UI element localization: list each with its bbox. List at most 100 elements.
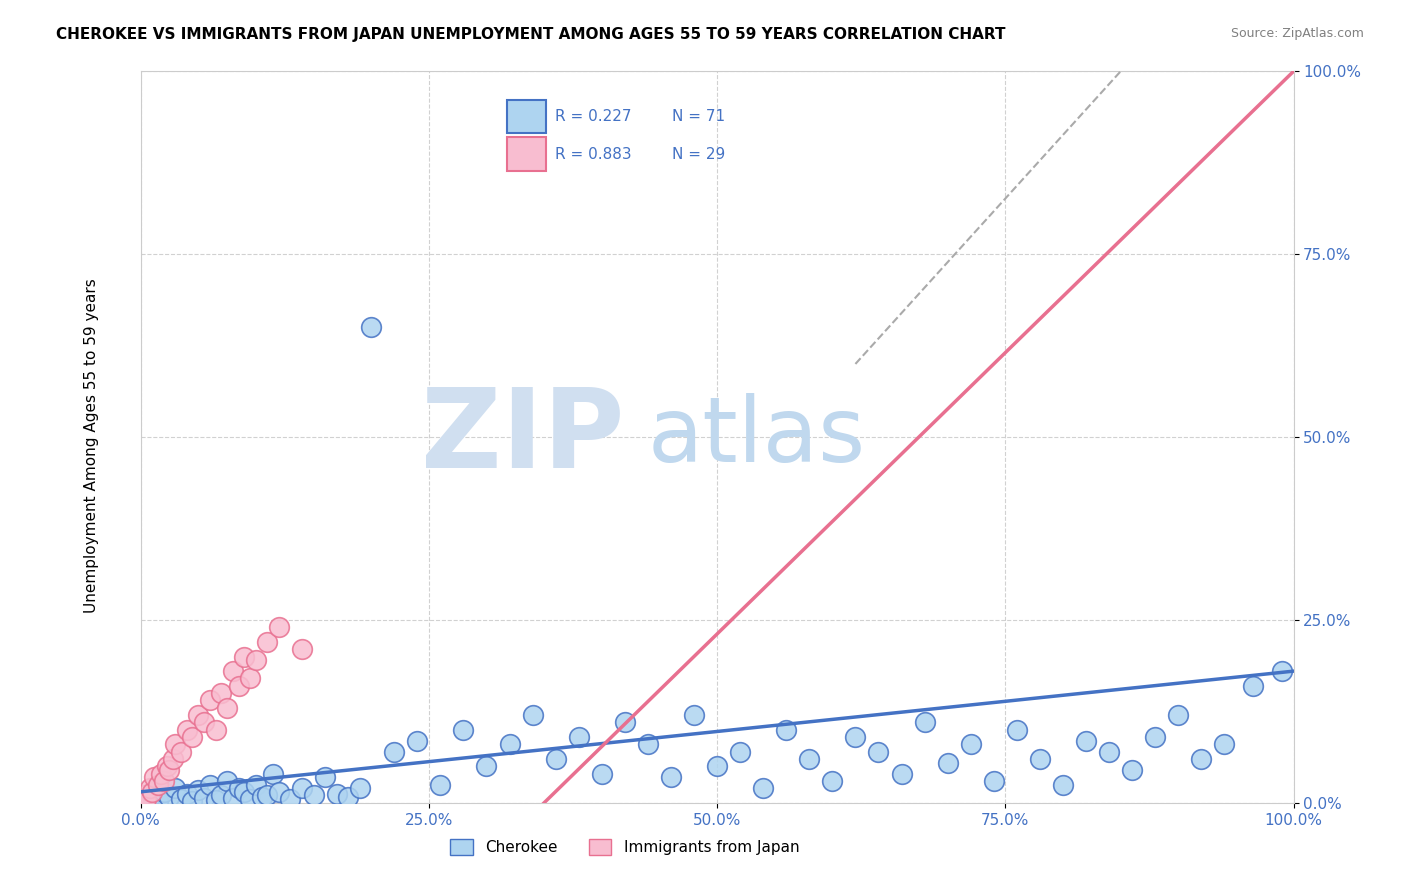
Point [181,730,204,744]
Point [152,785,174,799]
Point [1005,723,1028,737]
Point [187,782,209,797]
Point [222,790,245,805]
Point [1029,752,1052,766]
Point [239,672,262,686]
Point [406,733,429,747]
Point [314,770,336,784]
Point [198,693,221,707]
Point [337,789,360,804]
Point [1241,679,1264,693]
Point [291,781,314,796]
Point [209,686,232,700]
Point [959,737,981,751]
Point [844,730,866,744]
Point [659,770,682,784]
Point [382,745,405,759]
Point [983,773,1005,788]
Point [775,723,797,737]
Legend: Cherokee, Immigrants from Japan: Cherokee, Immigrants from Japan [444,833,806,861]
Point [141,789,163,803]
Point [936,756,959,770]
Point [1213,737,1236,751]
Text: atlas: atlas [648,393,866,481]
Point [233,649,256,664]
Point [1121,763,1143,777]
Point [222,664,245,678]
Point [162,752,184,766]
Point [204,723,226,737]
Point [165,781,187,796]
Point [475,759,498,773]
Point [1189,752,1212,766]
Point [228,679,250,693]
Point [176,723,198,737]
Point [544,752,567,766]
Point [204,793,226,807]
Point [1144,730,1167,744]
Point [193,791,215,805]
Point [217,773,239,788]
Point [245,778,267,792]
Point [267,785,290,799]
Point [187,708,209,723]
Point [914,715,936,730]
Point [429,778,451,792]
Point [152,773,174,788]
Point [568,730,591,744]
Point [302,789,325,803]
Point [135,792,157,806]
Point [1167,708,1189,723]
Point [360,320,382,334]
Point [198,778,221,792]
Point [239,792,262,806]
Point [280,792,302,806]
Point [150,766,173,780]
Point [209,789,232,803]
Point [267,620,290,634]
Point [159,789,180,804]
Point [349,781,371,796]
Point [159,763,180,777]
Point [683,708,706,723]
Point [176,787,198,801]
Point [613,715,636,730]
Point [143,770,166,784]
Point [217,700,239,714]
Point [522,708,544,723]
Point [193,715,215,730]
Text: ZIP: ZIP [422,384,624,491]
Point [453,723,475,737]
Point [250,789,273,804]
Point [181,794,204,808]
Point [637,737,659,751]
Point [135,792,157,806]
Point [868,745,890,759]
Point [141,785,163,799]
Point [728,745,751,759]
Point [1098,745,1121,759]
Point [256,635,278,649]
Text: Source: ZipAtlas.com: Source: ZipAtlas.com [1230,27,1364,40]
Point [132,789,155,803]
Point [498,737,520,751]
Point [228,781,250,796]
Point [706,759,728,773]
Point [233,785,256,799]
Point [146,778,169,792]
Point [262,766,284,780]
Point [170,792,193,806]
Point [139,781,162,796]
Point [890,766,912,780]
Point [1052,778,1074,792]
Point [1074,733,1097,747]
Point [325,787,347,801]
Point [799,752,821,766]
Point [245,653,267,667]
Point [156,759,179,773]
Point [591,766,613,780]
Point [165,737,187,751]
Point [146,794,169,808]
Point [256,789,278,803]
Point [1271,664,1294,678]
